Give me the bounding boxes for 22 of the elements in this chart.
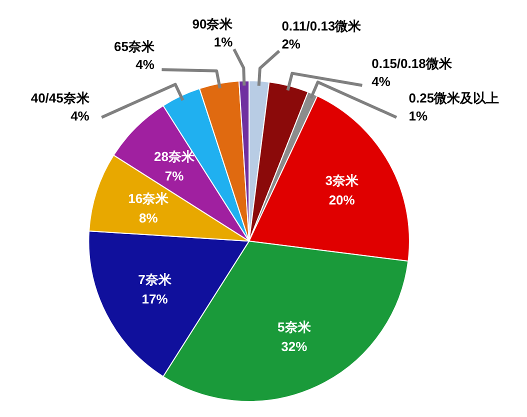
data-label: 8% xyxy=(139,210,158,226)
data-label: 1% xyxy=(408,108,428,124)
data-label: 32% xyxy=(281,339,308,354)
data-label: 17% xyxy=(142,291,168,306)
slice-label: 65奈米 xyxy=(114,38,156,54)
data-label: 2% xyxy=(282,36,301,52)
slice-label: 28奈米 xyxy=(154,148,196,164)
data-label: 1% xyxy=(214,34,234,50)
slice-label: 3奈米 xyxy=(325,172,360,188)
slice-label: 7奈米 xyxy=(138,272,172,287)
slice-label: 0.15/0.18微米 xyxy=(372,56,453,71)
data-label: 4% xyxy=(372,74,391,89)
data-label: 4% xyxy=(70,108,90,124)
slice-label: 5奈米 xyxy=(278,320,312,335)
slice-label: 0.25微米及以上 xyxy=(408,90,500,106)
data-label: 4% xyxy=(136,56,155,72)
slice-label: 16奈米 xyxy=(128,191,170,206)
data-label: 7% xyxy=(164,168,184,184)
slice-label: 40/45奈米 xyxy=(30,90,90,106)
slice-label: 90奈米 xyxy=(192,16,234,32)
slice-label: 0.11/0.13微米 xyxy=(282,18,362,34)
data-label: 20% xyxy=(328,192,356,208)
